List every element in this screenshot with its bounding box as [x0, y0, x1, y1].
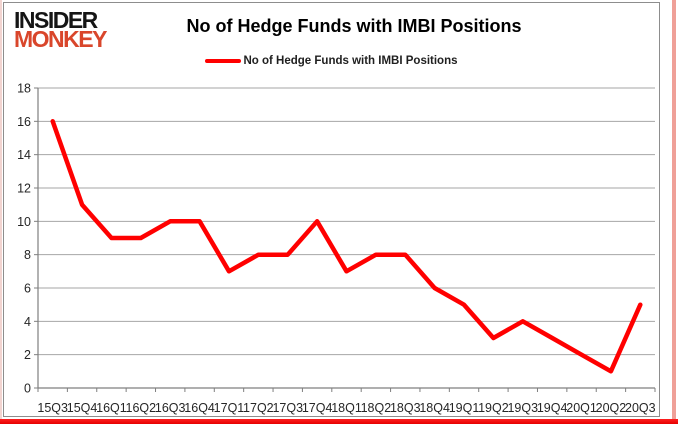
chart-title: No of Hedge Funds with IMBI Positions [186, 16, 522, 36]
left-edge-stripe [0, 0, 2, 419]
y-tick-label: 14 [17, 148, 31, 162]
x-tick-label: 19Q2 [478, 401, 509, 415]
legend-line-marker [205, 59, 242, 63]
x-tick-label: 18Q3 [390, 401, 421, 415]
x-tick-label: 17Q3 [272, 401, 303, 415]
insider-monkey-logo: INSIDER MONKEY [14, 7, 107, 53]
x-tick-label: 18Q1 [331, 401, 362, 415]
x-tick-label: 19Q4 [537, 401, 568, 415]
x-tick-label: 16Q1 [96, 401, 127, 415]
x-tick-label: 17Q4 [302, 401, 333, 415]
x-tick-label: 20Q3 [625, 401, 656, 415]
bottom-red-bar [0, 419, 678, 424]
x-tick-label: 18Q4 [419, 401, 450, 415]
x-tick-label: 19Q1 [449, 401, 480, 415]
y-tick-label: 2 [24, 348, 31, 362]
x-tick-label: 18Q2 [361, 401, 392, 415]
logo-text-insider: INSIDER [14, 7, 98, 33]
y-tick-label: 10 [17, 215, 31, 229]
y-tick-label: 12 [17, 182, 31, 196]
series-line [50, 119, 643, 374]
x-tick-label: 20Q2 [596, 401, 627, 415]
y-tick-label: 4 [24, 315, 31, 329]
x-tick-label: 15Q4 [67, 401, 98, 415]
x-tick-label: 16Q2 [126, 401, 157, 415]
x-tick-label: 15Q3 [37, 401, 68, 415]
legend-label: No of Hedge Funds with IMBI Positions [243, 55, 458, 67]
x-tick-label: 16Q4 [184, 401, 215, 415]
chart-frame: INSIDER MONKEY No of Hedge Funds with IM… [3, 2, 660, 417]
logo-text-monkey: MONKEY [14, 26, 107, 53]
y-tick-label: 16 [17, 115, 31, 129]
x-tick-label: 17Q1 [214, 401, 245, 415]
chart-legend: No of Hedge Funds with IMBI Positions [4, 55, 659, 67]
x-tick-label: 16Q3 [155, 401, 186, 415]
y-tick-label: 0 [24, 382, 31, 396]
y-tick-label: 8 [24, 248, 31, 262]
right-edge-stripe [672, 0, 676, 419]
y-tick-label: 18 [17, 82, 31, 96]
x-tick-label: 17Q2 [243, 401, 274, 415]
x-tick-label: 19Q3 [507, 401, 538, 415]
y-tick-label: 6 [24, 282, 31, 296]
x-tick-label: 20Q1 [566, 401, 597, 415]
